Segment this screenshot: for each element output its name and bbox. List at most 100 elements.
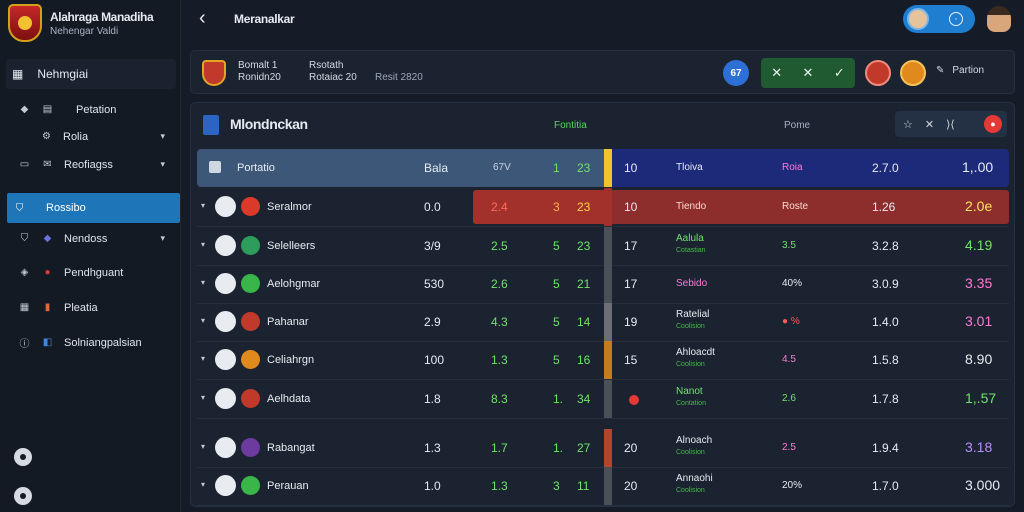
stat-v4: 23 — [577, 200, 591, 214]
stat-r4: 3.0.9 — [872, 277, 899, 291]
table-header-row[interactable]: Portatio Bala 67V 1 23 10 Tloiva Roia 2.… — [197, 149, 1009, 187]
team-logo-icon — [215, 437, 236, 458]
close-icon[interactable]: ✕ — [924, 118, 935, 131]
back-arrow-icon[interactable]: ‹ — [199, 7, 206, 29]
badge-icon[interactable]: 67 — [723, 60, 749, 86]
chevron-down-icon[interactable]: ▾ — [160, 159, 165, 169]
stat-r3: Roste — [782, 201, 809, 212]
filter-icon[interactable] — [209, 161, 221, 173]
status-marker — [604, 188, 612, 226]
mail-icon: ✉ — [43, 159, 52, 170]
crest-icon: ● — [44, 267, 51, 278]
table-row[interactable]: ▾ Selelleers 3/9 2.5 5 23 17 Aalula Cotastian 3.5… — [197, 227, 1009, 266]
chevron-down-icon[interactable]: ▾ — [201, 278, 206, 287]
sidebar-item-rossibo[interactable]: ⛉ Rossibo — [7, 193, 180, 223]
panel-header: Mlondnckan Fontitia Pome ☆ ✕ ⟩⟨ ● — [191, 103, 1014, 147]
sidebar-item-pendhguant[interactable]: ◈ ● Pendhguant — [18, 266, 124, 279]
chevron-down-icon[interactable]: ▾ — [201, 201, 206, 210]
partion-button[interactable]: ✎ Partion — [936, 65, 985, 76]
record-icon[interactable]: ● — [984, 115, 1002, 133]
chevron-down-icon[interactable]: ▾ — [201, 442, 206, 451]
stat-r3: 40% — [782, 278, 803, 289]
stat-v3: 5 — [553, 315, 560, 329]
user-menu[interactable]: ◦ — [903, 5, 975, 33]
stat-r5: 1,.57 — [965, 390, 997, 406]
logout-icon[interactable] — [14, 487, 32, 505]
table-row[interactable]: ▾ Pahanar 2.9 4.3 5 14 19 Ratelial Coolision ● % 1… — [197, 303, 1009, 342]
sidebar-item-petation[interactable]: ◆ ▤ Petation — [18, 103, 117, 116]
column-header-right[interactable]: Pome — [784, 120, 811, 131]
check-icon[interactable]: ✓ — [833, 65, 845, 80]
sidebar-item-rolia[interactable]: ⚙ Rolia ▾ — [40, 130, 165, 143]
stat-r2: Aalula — [676, 233, 704, 244]
team-name: Selelleers — [267, 240, 316, 252]
stat-r2-sub: Contation — [676, 400, 706, 407]
team-name: Seralmor — [267, 201, 312, 213]
stat-r3: 2.6 — [782, 393, 796, 404]
club-badge-icon — [241, 236, 260, 255]
sidebar-item-nendoss[interactable]: ⛉ ◆ Nendoss ▾ — [18, 232, 165, 245]
stat-v1: 530 — [424, 277, 445, 291]
table-row[interactable]: ▾ Rabangat 1.3 1.7 1. 27 20 Alnoach Coolision 2.5… — [197, 429, 1009, 468]
stat-r5: 2.0e — [965, 198, 993, 214]
sidebar-item-pleatia[interactable]: ▦ ▮ Pleatia — [19, 301, 98, 314]
action-group: ✕ ✕ ✓ — [761, 58, 855, 88]
stat-v4: 21 — [577, 277, 591, 291]
status-marker — [604, 265, 612, 303]
stat-r4: 1.5.8 — [872, 353, 899, 367]
chevron-down-icon[interactable]: ▾ — [201, 240, 206, 249]
stat-v4: 11 — [577, 479, 590, 493]
flag-icon: ▮ — [44, 302, 51, 313]
stat-v3: 3 — [553, 479, 560, 493]
header-v1: Bala — [424, 161, 449, 175]
stat-r2: Alnoach — [676, 435, 713, 446]
chevron-down-icon[interactable]: ▾ — [201, 393, 206, 402]
settings-icon[interactable] — [14, 448, 32, 466]
tools-icon: ✎ — [936, 65, 945, 76]
sidebar: Alahraga Manadiha Nehengar Valdi ▦ Nehmg… — [0, 0, 181, 512]
chevron-down-icon[interactable]: ▾ — [201, 480, 206, 489]
team-logo-icon — [215, 388, 236, 409]
header-r1: 10 — [624, 161, 638, 175]
stat-v2: 2.4 — [491, 200, 508, 214]
chevron-down-icon[interactable]: ▾ — [160, 131, 165, 141]
chevron-down-icon[interactable]: ▾ — [201, 316, 206, 325]
close-icon[interactable]: ✕ — [771, 65, 783, 80]
table-row[interactable]: ▾ Aelohgmar 530 2.6 5 21 17 Sebido 40% 3.0.9 3.35 — [197, 265, 1009, 304]
star-icon[interactable]: ☆ — [903, 118, 913, 131]
club-badge-icon — [241, 274, 260, 293]
sidebar-item-solniangpalsian[interactable]: ⓘ ◧ Solniangpalsian — [19, 336, 142, 351]
chevron-down-icon[interactable]: ▾ — [160, 233, 165, 243]
stat-r4: 3.2.8 — [872, 239, 899, 253]
stat-v1: 1.8 — [424, 392, 441, 406]
stat-r2: Tiendo — [676, 201, 707, 212]
brand[interactable]: Alahraga Manadiha Nehengar Valdi — [8, 4, 154, 42]
stat-v4: 34 — [577, 392, 591, 406]
sidebar-header[interactable]: ▦ Nehmgiai — [6, 59, 176, 89]
sidebar-item-reofiagss[interactable]: ▭ ✉ Reofiagss ▾ — [19, 158, 165, 171]
column-header-left[interactable]: Fontitia — [554, 120, 587, 131]
chevron-down-icon[interactable]: ▾ — [201, 354, 206, 363]
team-logo-icon — [215, 273, 236, 294]
table-row[interactable]: ▾ Celiahrgn 100 1.3 5 16 15 Ahloacdt Coolision 4.… — [197, 341, 1009, 380]
opponent-crest-icon[interactable] — [865, 60, 891, 86]
table-row[interactable]: ▾ Seralmor 0.0 2.4 3 23 10 Tiendo Roste 1.26 2.0e — [197, 188, 1009, 227]
stat-v3: 1. — [553, 441, 564, 455]
table-row[interactable]: ▾ Perauan 1.0 1.3 3 11 20 Annaohi Coolision 20% 1.… — [197, 467, 1009, 506]
stat-v2: 2.5 — [491, 239, 508, 253]
grid-icon: ▦ — [12, 67, 24, 81]
collapse-icon[interactable]: ⟩⟨ — [946, 118, 955, 131]
stat-r3: 2.5 — [782, 442, 796, 453]
close-icon[interactable]: ✕ — [802, 65, 814, 80]
stat-v3: 3 — [553, 200, 560, 214]
stat-r3: 4.5 — [782, 354, 796, 365]
status-marker — [604, 429, 612, 467]
stat-r5: 3.18 — [965, 439, 993, 455]
table-row[interactable]: ▾ Aelhdata 1.8 8.3 1. 34 Nanot Contation 2.6 1.7.… — [197, 380, 1009, 419]
league-crest-icon[interactable] — [900, 60, 926, 86]
profile-avatar[interactable] — [987, 6, 1011, 32]
grid-icon: ▦ — [19, 302, 30, 313]
match-summary-bar: Bomalt 1 Ronidn20 Rsotath Rotaiac 20 Res… — [190, 50, 1015, 94]
team-name: Celiahrgn — [267, 354, 315, 366]
notification-icon[interactable]: ◦ — [949, 12, 963, 26]
